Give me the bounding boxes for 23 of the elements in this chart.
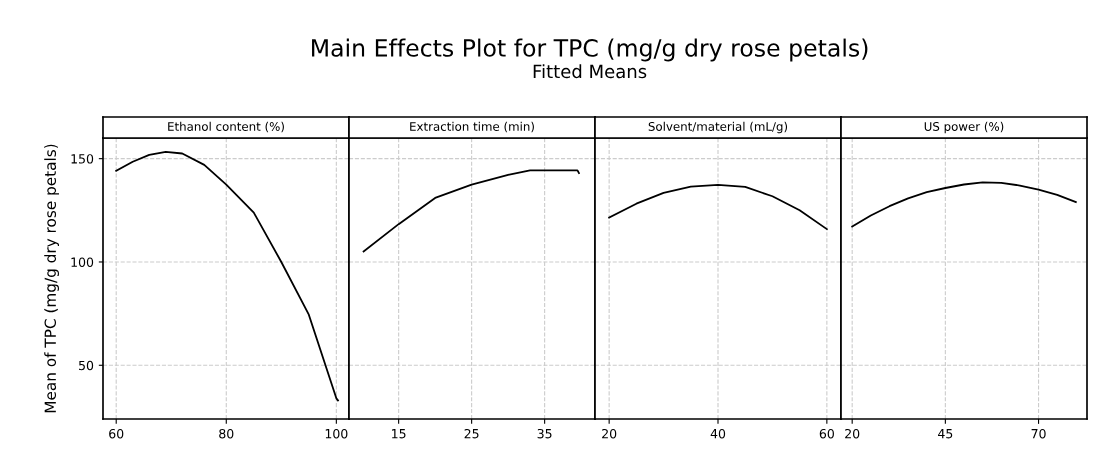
x-tick-label: 40 xyxy=(710,428,726,439)
x-tick-label: 15 xyxy=(392,429,406,439)
x-tick-label: 60 xyxy=(819,428,834,439)
text: Fitted Means xyxy=(533,64,647,79)
chart-title: Ethanol content (%) xyxy=(168,121,284,133)
x-tick-label: 60 xyxy=(109,428,124,439)
x-tick-label: 25 xyxy=(464,428,479,439)
x-tick-label: 20 xyxy=(602,428,617,439)
x-tick-label: 20 xyxy=(845,428,860,439)
y-tick-label: 100 xyxy=(71,257,94,267)
x-tick-label: 80 xyxy=(219,428,234,439)
x-tick-label: 35 xyxy=(537,428,552,439)
y-tick-label: 150 xyxy=(71,154,94,164)
text: Main Effects Plot for TPC (mg/g dry rose petals) xyxy=(312,38,868,62)
x-tick-label: 45 xyxy=(938,429,953,439)
x-tick-label: 70 xyxy=(1031,428,1046,439)
x-tick-label: 100 xyxy=(325,428,348,439)
line-series xyxy=(115,150,339,402)
chart-title: Extraction time (min) xyxy=(410,121,534,133)
y-tick-label: 50 xyxy=(79,360,94,371)
y-axis-title: Mean of TPC (mg/g dry rose petals) xyxy=(44,144,59,413)
chart-title: US power (%) xyxy=(924,121,1004,134)
chart-title: Solvent/material (mL/g) xyxy=(648,121,788,134)
